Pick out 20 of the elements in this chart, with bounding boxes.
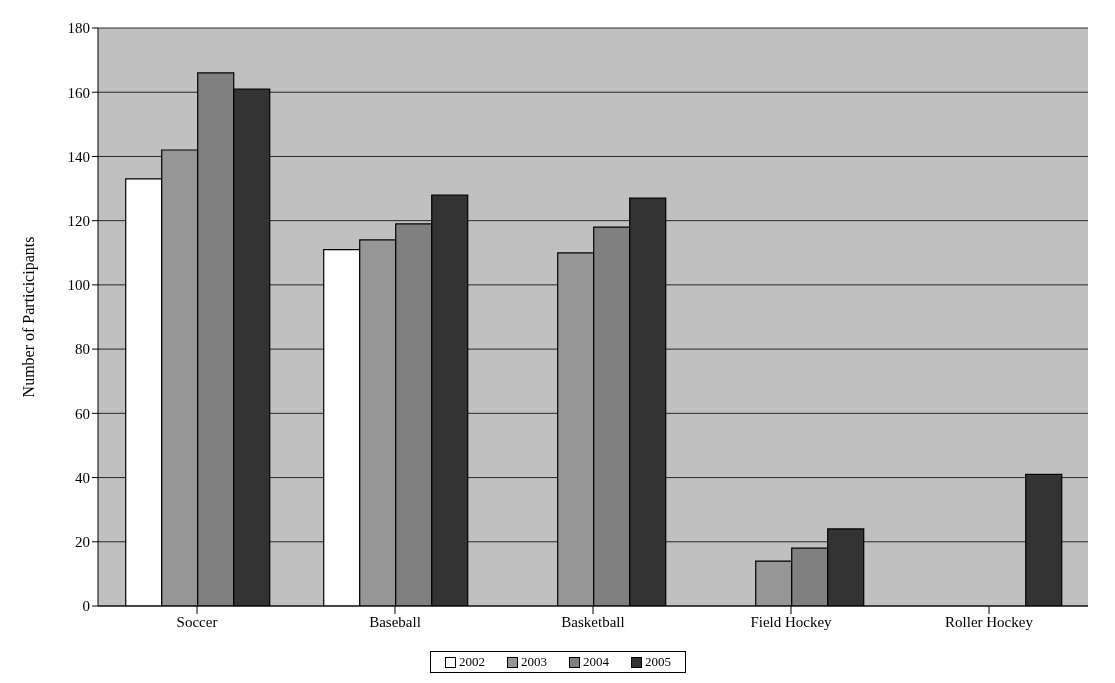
legend-label: 2004 xyxy=(583,654,609,670)
y-tick-label: 140 xyxy=(67,148,90,165)
x-tick-label: Soccer xyxy=(176,613,218,630)
x-tick-label: Roller Hockey xyxy=(945,613,1034,630)
y-tick-label: 180 xyxy=(67,20,90,37)
x-tick-label: Field Hockey xyxy=(750,613,833,630)
y-tick-label: 0 xyxy=(82,598,90,615)
y-tick-label: 80 xyxy=(75,341,90,358)
legend-label: 2005 xyxy=(645,654,671,670)
x-tick-label: Baseball xyxy=(369,613,421,630)
legend-label: 2002 xyxy=(459,654,485,670)
y-tick-label: 120 xyxy=(67,212,90,229)
y-tick-label: 160 xyxy=(67,84,90,101)
y-tick-label: 40 xyxy=(75,469,90,486)
x-tick-label: Basketball xyxy=(561,613,625,630)
y-tick-label: 60 xyxy=(75,405,90,422)
y-tick-label: 100 xyxy=(67,277,90,294)
legend-label: 2003 xyxy=(521,654,547,670)
y-axis-title: Number of Particicipants xyxy=(19,236,38,398)
y-tick-label: 20 xyxy=(75,534,90,551)
